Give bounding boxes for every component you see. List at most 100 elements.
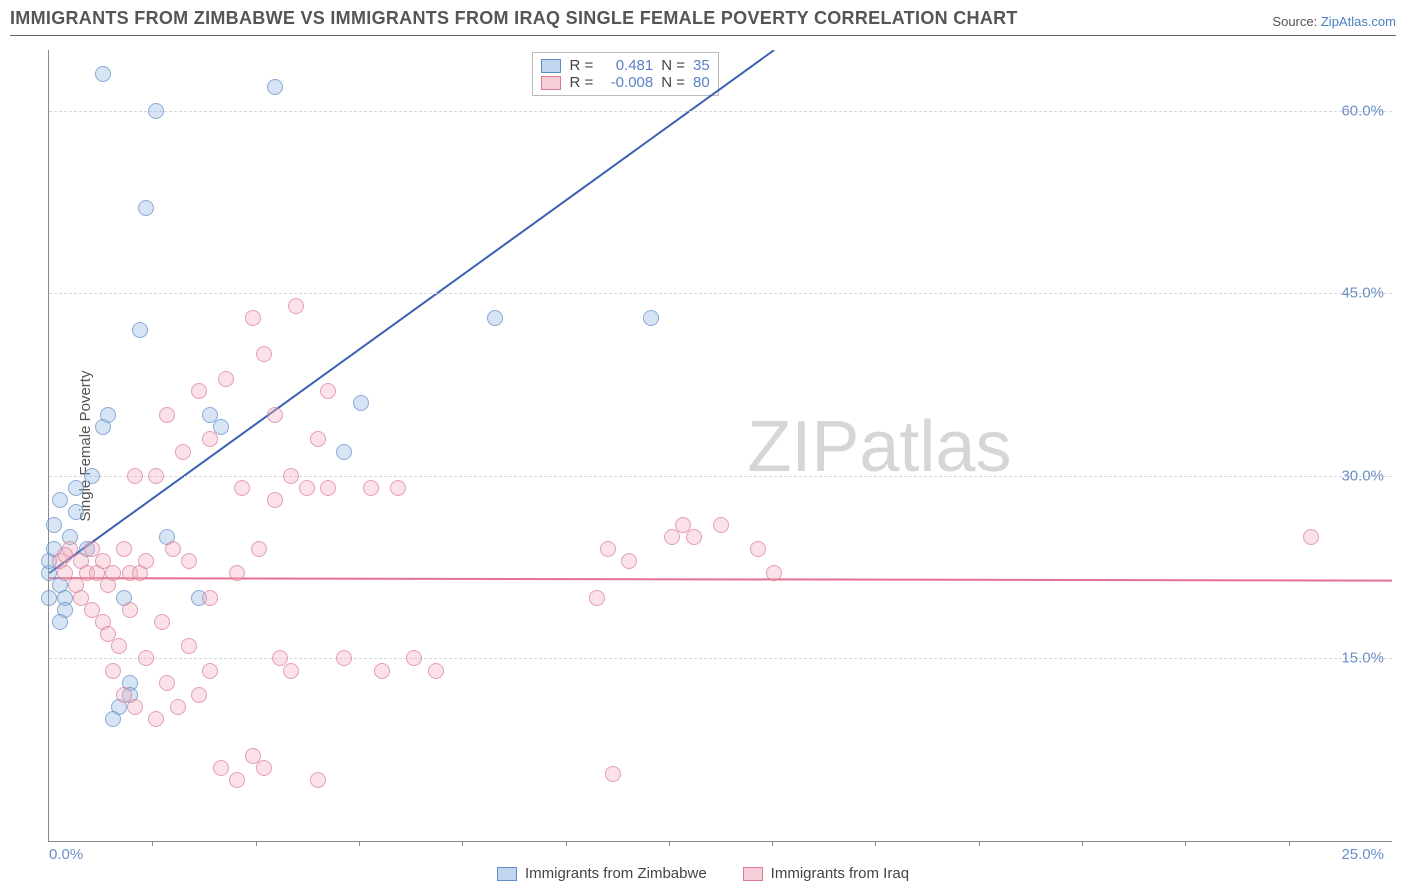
point-iraq — [175, 444, 191, 460]
point-zimbabwe — [68, 480, 84, 496]
point-iraq — [234, 480, 250, 496]
n-value-zimbabwe: 35 — [693, 57, 710, 74]
r-value-zimbabwe: 0.481 — [601, 57, 653, 74]
point-iraq — [336, 650, 352, 666]
point-zimbabwe — [52, 492, 68, 508]
point-iraq — [605, 766, 621, 782]
point-iraq — [245, 310, 261, 326]
x-tick-mark — [1185, 841, 1186, 846]
point-iraq — [202, 590, 218, 606]
point-iraq — [57, 547, 73, 563]
stats-row-iraq: R = -0.008 N = 80 — [541, 74, 709, 91]
point-iraq — [84, 602, 100, 618]
point-iraq — [251, 541, 267, 557]
swatch-zimbabwe — [541, 59, 561, 73]
point-iraq — [122, 602, 138, 618]
gridline — [49, 111, 1392, 112]
point-iraq — [138, 553, 154, 569]
point-iraq — [229, 565, 245, 581]
series-legend: Immigrants from Zimbabwe Immigrants from… — [0, 865, 1406, 882]
point-iraq — [127, 468, 143, 484]
x-tick-mark — [462, 841, 463, 846]
y-tick-label: 15.0% — [1341, 650, 1384, 667]
swatch-iraq-icon — [743, 867, 763, 881]
point-zimbabwe — [52, 614, 68, 630]
x-tick-mark — [152, 841, 153, 846]
point-iraq — [213, 760, 229, 776]
legend-item-zimbabwe: Immigrants from Zimbabwe — [497, 865, 707, 882]
point-iraq — [191, 383, 207, 399]
point-iraq — [299, 480, 315, 496]
n-value-iraq: 80 — [693, 74, 710, 91]
y-tick-label: 30.0% — [1341, 467, 1384, 484]
legend-item-iraq: Immigrants from Iraq — [743, 865, 909, 882]
point-zimbabwe — [68, 504, 84, 520]
point-iraq — [374, 663, 390, 679]
trend-line — [49, 50, 774, 573]
point-iraq — [363, 480, 379, 496]
point-zimbabwe — [46, 517, 62, 533]
point-iraq — [686, 529, 702, 545]
point-zimbabwe — [148, 103, 164, 119]
point-iraq — [713, 517, 729, 533]
point-iraq — [621, 553, 637, 569]
point-zimbabwe — [487, 310, 503, 326]
source-label: Source: ZipAtlas.com — [1272, 14, 1396, 29]
stats-row-zimbabwe: R = 0.481 N = 35 — [541, 57, 709, 74]
point-iraq — [428, 663, 444, 679]
chart-plot-area: ZIPatlas R = 0.481 N = 35 R = -0.008 N =… — [48, 50, 1392, 842]
point-iraq — [390, 480, 406, 496]
point-iraq — [218, 371, 234, 387]
source-link[interactable]: ZipAtlas.com — [1321, 14, 1396, 29]
x-tick-min: 0.0% — [49, 846, 83, 863]
point-iraq — [181, 638, 197, 654]
point-iraq — [256, 346, 272, 362]
point-iraq — [105, 565, 121, 581]
x-tick-mark — [979, 841, 980, 846]
x-tick-mark — [669, 841, 670, 846]
point-iraq — [267, 492, 283, 508]
x-tick-mark — [256, 841, 257, 846]
trend-line — [49, 578, 1392, 580]
point-iraq — [283, 468, 299, 484]
point-iraq — [256, 760, 272, 776]
x-tick-mark — [772, 841, 773, 846]
point-iraq — [283, 663, 299, 679]
gridline — [49, 476, 1392, 477]
point-iraq — [202, 663, 218, 679]
point-iraq — [165, 541, 181, 557]
point-iraq — [320, 480, 336, 496]
x-tick-max: 25.0% — [1341, 846, 1384, 863]
point-iraq — [181, 553, 197, 569]
x-tick-mark — [1289, 841, 1290, 846]
point-iraq — [105, 663, 121, 679]
trend-lines — [49, 50, 1392, 841]
y-tick-label: 45.0% — [1341, 285, 1384, 302]
point-iraq — [589, 590, 605, 606]
point-iraq — [154, 614, 170, 630]
gridline — [49, 658, 1392, 659]
swatch-zimbabwe-icon — [497, 867, 517, 881]
point-iraq — [127, 699, 143, 715]
point-iraq — [148, 468, 164, 484]
x-tick-mark — [359, 841, 360, 846]
point-iraq — [116, 541, 132, 557]
point-iraq — [1303, 529, 1319, 545]
point-zimbabwe — [336, 444, 352, 460]
point-iraq — [229, 772, 245, 788]
point-iraq — [148, 711, 164, 727]
point-iraq — [202, 431, 218, 447]
point-iraq — [320, 383, 336, 399]
point-zimbabwe — [353, 395, 369, 411]
point-iraq — [191, 687, 207, 703]
x-tick-mark — [1082, 841, 1083, 846]
x-tick-mark — [566, 841, 567, 846]
point-zimbabwe — [84, 468, 100, 484]
point-iraq — [766, 565, 782, 581]
point-zimbabwe — [138, 200, 154, 216]
y-tick-label: 60.0% — [1341, 102, 1384, 119]
page-title: IMMIGRANTS FROM ZIMBABWE VS IMMIGRANTS F… — [10, 8, 1018, 29]
point-iraq — [159, 407, 175, 423]
x-tick-mark — [875, 841, 876, 846]
point-zimbabwe — [267, 79, 283, 95]
